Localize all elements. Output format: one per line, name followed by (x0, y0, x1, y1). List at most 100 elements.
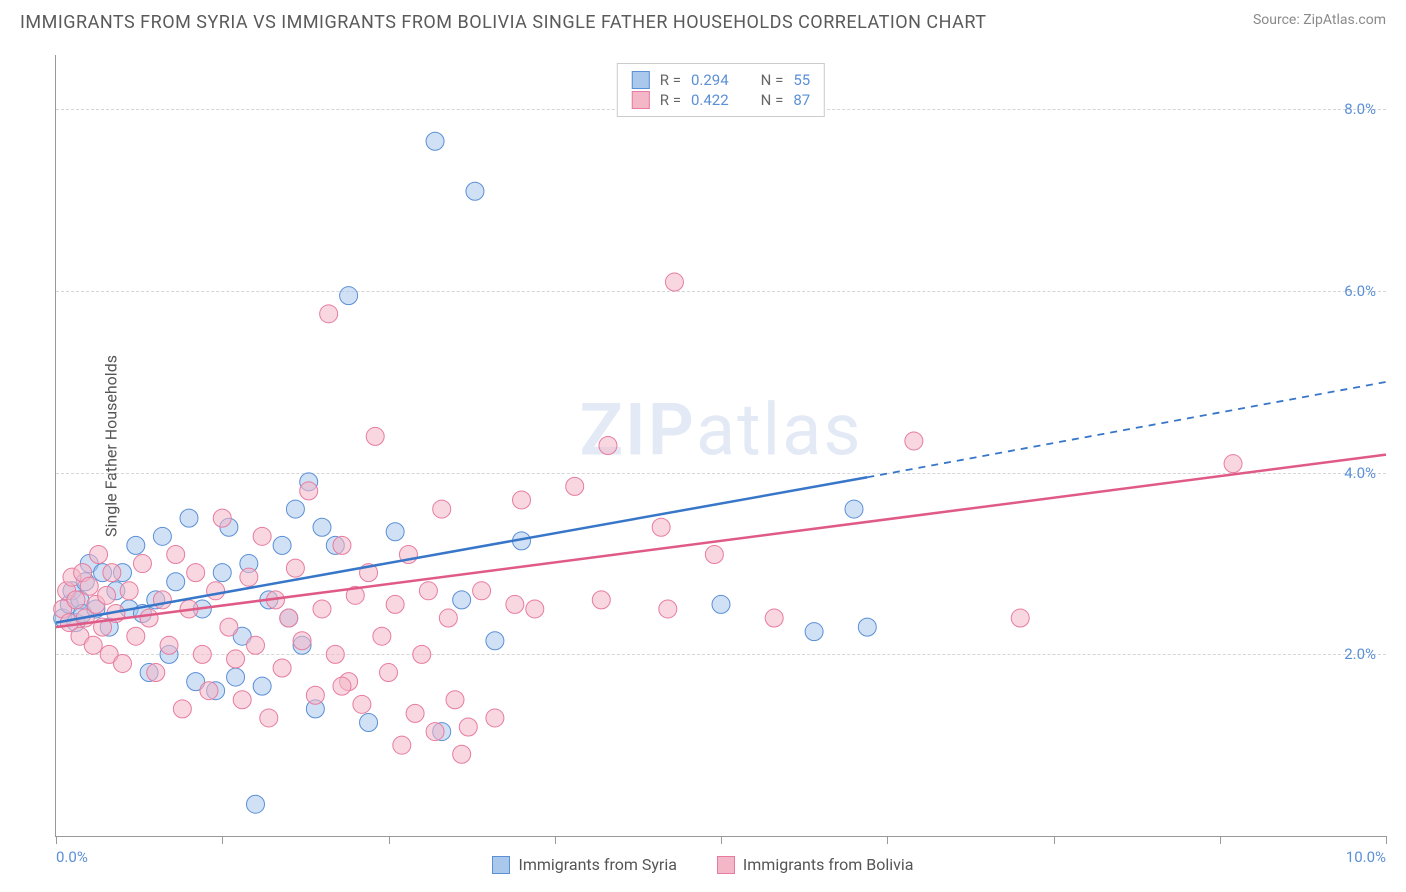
scatter-point (313, 600, 331, 618)
x-tick (1220, 836, 1221, 844)
x-tick (1386, 836, 1387, 844)
scatter-point (566, 477, 584, 495)
y-tick-label: 2.0% (1344, 645, 1376, 663)
scatter-point (167, 573, 185, 591)
x-tick (56, 836, 57, 844)
scatter-point (592, 591, 610, 609)
scatter-point (114, 654, 132, 672)
scatter-point (313, 518, 331, 536)
legend-swatch (717, 856, 735, 874)
scatter-point (1011, 609, 1029, 627)
scatter-point (90, 545, 108, 563)
scatter-point (373, 627, 391, 645)
r-value: 0.294 (691, 71, 729, 89)
scatter-point (167, 545, 185, 563)
scatter-point (386, 523, 404, 541)
scatter-point (247, 636, 265, 654)
scatter-point (446, 691, 464, 709)
x-tick (1054, 836, 1055, 844)
series-legend-label: Immigrants from Syria (518, 855, 676, 874)
scatter-point (526, 600, 544, 618)
scatter-point (439, 609, 457, 627)
n-label: N = (761, 71, 784, 89)
scatter-point (220, 618, 238, 636)
scatter-point (306, 686, 324, 704)
scatter-point (426, 723, 444, 741)
scatter-point (805, 623, 823, 641)
scatter-point (473, 582, 491, 600)
chart-area: Single Father Households ZIPatlas R =0.2… (55, 55, 1386, 837)
scatter-point (140, 609, 158, 627)
scatter-point (513, 491, 531, 509)
scatter-point (286, 500, 304, 518)
scatter-point (260, 709, 278, 727)
scatter-point (98, 586, 116, 604)
scatter-point (173, 700, 191, 718)
y-tick-label: 6.0% (1344, 282, 1376, 300)
scatter-point (419, 582, 437, 600)
x-tick (721, 836, 722, 844)
scatter-point (665, 273, 683, 291)
x-tick (222, 836, 223, 844)
plot-area: ZIPatlas R =0.294N =55R =0.422N =87 2.0%… (55, 55, 1386, 837)
scatter-point (273, 659, 291, 677)
scatter-point (247, 795, 265, 813)
scatter-point (413, 645, 431, 663)
scatter-point (333, 536, 351, 554)
stats-legend-row: R =0.294N =55 (632, 70, 810, 90)
scatter-point (127, 536, 145, 554)
scatter-point (147, 664, 165, 682)
scatter-point (153, 591, 171, 609)
series-legend-item: Immigrants from Syria (492, 855, 676, 874)
stats-legend-row: R =0.422N =87 (632, 90, 810, 110)
scatter-point (253, 527, 271, 545)
scatter-point (506, 595, 524, 613)
legend-swatch (632, 71, 650, 89)
scatter-point (227, 668, 245, 686)
scatter-point (393, 736, 411, 754)
n-value: 55 (793, 71, 810, 89)
scatter-point (426, 132, 444, 150)
scatter-point (466, 182, 484, 200)
scatter-point (240, 568, 258, 586)
scatter-point (320, 305, 338, 323)
scatter-point (326, 645, 344, 663)
scatter-point (103, 564, 121, 582)
scatter-point (705, 545, 723, 563)
x-tick (389, 836, 390, 844)
scatter-point (353, 695, 371, 713)
series-legend: Immigrants from Syria Immigrants from Bol… (0, 855, 1406, 874)
scatter-point (160, 636, 178, 654)
scatter-point (133, 555, 151, 573)
scatter-point (453, 745, 471, 763)
scatter-point (712, 595, 730, 613)
n-label: N = (761, 91, 784, 109)
scatter-point (360, 713, 378, 731)
scatter-point (340, 287, 358, 305)
scatter-point (386, 595, 404, 613)
scatter-point (659, 600, 677, 618)
scatter-point (207, 582, 225, 600)
scatter-point (213, 564, 231, 582)
series-legend-item: Immigrants from Bolivia (717, 855, 914, 874)
scatter-point (599, 437, 617, 455)
scatter-point (253, 677, 271, 695)
x-tick (887, 836, 888, 844)
scatter-point (80, 577, 98, 595)
scatter-point (127, 627, 145, 645)
scatter-point (406, 704, 424, 722)
scatter-point (273, 536, 291, 554)
trend-line-extrapolated (867, 382, 1386, 477)
scatter-point (153, 527, 171, 545)
scatter-point (67, 591, 85, 609)
scatter-point (193, 645, 211, 663)
chart-title: IMMIGRANTS FROM SYRIA VS IMMIGRANTS FROM… (20, 12, 987, 33)
y-tick-label: 8.0% (1344, 100, 1376, 118)
r-value: 0.422 (691, 91, 729, 109)
scatter-point (180, 509, 198, 527)
scatter-point (213, 509, 231, 527)
n-value: 87 (793, 91, 810, 109)
scatter-point (300, 482, 318, 500)
scatter-point (366, 427, 384, 445)
scatter-point (233, 691, 251, 709)
